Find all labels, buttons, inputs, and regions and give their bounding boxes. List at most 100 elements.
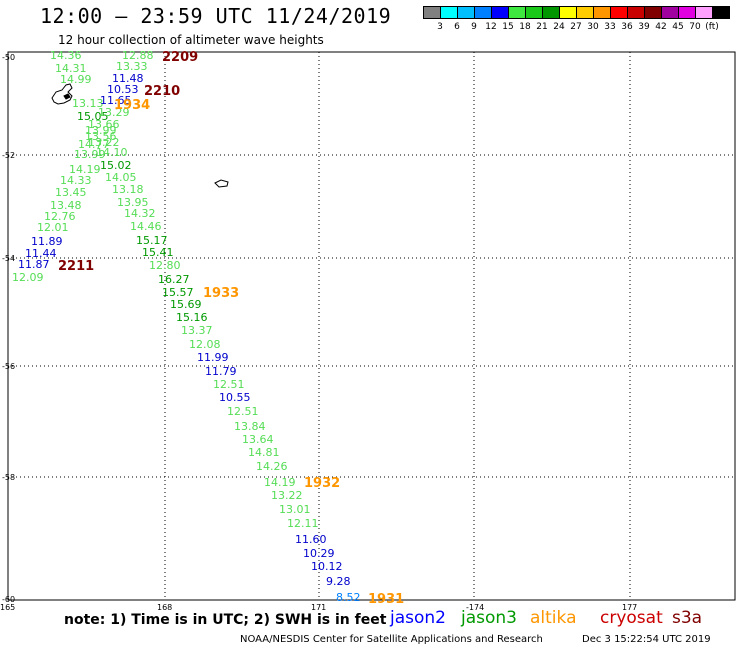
pass-time-label: 2211 <box>58 259 94 274</box>
wave-height-label: 11.44 <box>25 247 57 260</box>
wave-height-label: 12.88 <box>122 49 154 62</box>
colorscale-label: 36 <box>621 22 633 32</box>
wave-height-label: 13.66 <box>88 118 120 131</box>
wave-height-label: 12.09 <box>12 271 44 284</box>
wave-height-label: 14.19 <box>69 163 101 176</box>
wave-height-label: 14.19 <box>264 476 296 489</box>
wave-height-label: 14.31 <box>55 62 87 75</box>
wave-height-label: 14.99 <box>60 73 92 86</box>
colorscale-label: 3 <box>437 22 443 32</box>
colorscale-label: 39 <box>638 22 650 32</box>
latitude-label: -58 <box>2 473 15 482</box>
wave-height-label: 12.01 <box>37 221 69 234</box>
wave-height-label: 14.77 <box>78 138 110 151</box>
colorscale-label: 70 <box>689 22 701 32</box>
wave-height-label: 15.57 <box>162 286 194 299</box>
colorscale-label: 21 <box>536 22 548 32</box>
pass-time-label: 1932 <box>304 476 340 491</box>
wave-height-label: 14.46 <box>130 220 162 233</box>
wave-height-label: 14.10 <box>96 146 128 159</box>
wave-height-label: 14.32 <box>124 207 156 220</box>
colorscale-label: 24 <box>553 22 565 32</box>
wave-height-label: 14.36 <box>50 49 82 62</box>
wave-height-label: 13.84 <box>234 420 266 433</box>
wave-height-label: 12.76 <box>44 210 76 223</box>
latitude-label: -60 <box>2 595 15 604</box>
pass-time-label: 2210 <box>144 84 180 99</box>
wave-height-label: 13.64 <box>242 433 274 446</box>
wave-height-label: 11.87 <box>18 258 50 271</box>
wave-height-label: 11.99 <box>197 351 229 364</box>
wave-height-colorscale: 3 6 9 12 15 18 21 24 27 30 33 36 39 42 45 70 (ft) <box>423 6 730 34</box>
wave-height-label: 14.05 <box>105 171 137 184</box>
wave-height-label: 15.05 <box>77 110 109 123</box>
wave-height-label: 11.60 <box>295 533 327 546</box>
wave-height-label: 13.18 <box>112 183 144 196</box>
wave-height-label: 10.29 <box>303 547 335 560</box>
colorscale-label: 9 <box>471 22 477 32</box>
satellite-legend-item: cryosat <box>600 608 663 628</box>
wave-height-label: 13.99 <box>85 124 117 137</box>
footer-note: note: 1) Time is in UTC; 2) SWH is in fe… <box>64 612 387 628</box>
page-title: 12:00 – 23:59 UTC 11/24/2019 <box>40 4 392 28</box>
wave-height-label: 12.51 <box>227 405 259 418</box>
wave-height-label: 13.33 <box>116 60 148 73</box>
colorscale-label: 33 <box>604 22 616 32</box>
wave-height-label: 11.65 <box>100 94 132 107</box>
wave-height-label: 12.11 <box>287 517 319 530</box>
wave-height-label: 9.28 <box>326 575 351 588</box>
wave-height-label: 10.55 <box>219 391 251 404</box>
credit-line: NOAA/NESDIS Center for Satellite Applica… <box>240 634 543 645</box>
longitude-label: 165 <box>0 603 15 612</box>
wave-height-label: 15.16 <box>176 311 208 324</box>
satellite-legend-item: altika <box>530 608 577 628</box>
wave-height-label: 16.27 <box>158 273 190 286</box>
colorscale-label: 45 <box>672 22 684 32</box>
colorscale-label: 12 <box>485 22 497 32</box>
pass-time-label: 1934 <box>114 98 150 113</box>
auckland-islands-outline <box>51 83 73 105</box>
wave-height-label: 10.53 <box>107 83 139 96</box>
wave-height-label: 15.02 <box>100 159 132 172</box>
latitude-label: -52 <box>2 151 15 160</box>
wave-height-label: 13.01 <box>279 503 311 516</box>
colorscale-label: 6 <box>454 22 460 32</box>
colorscale-swatch <box>712 6 730 19</box>
page-subtitle: 12 hour collection of altimeter wave hei… <box>58 33 324 47</box>
generated-timestamp: Dec 3 15:22:54 UTC 2019 <box>582 634 711 645</box>
wave-height-label: 14.26 <box>256 460 288 473</box>
wave-height-label: 13.45 <box>55 186 87 199</box>
colorscale-label: 30 <box>587 22 599 32</box>
wave-height-label: 10.12 <box>311 560 343 573</box>
wave-height-label: 15.41 <box>142 246 174 259</box>
wave-height-label: 15.17 <box>136 234 168 247</box>
wave-height-label: 11.79 <box>205 365 237 378</box>
longitude-label: 168 <box>157 603 172 612</box>
colorscale-label: 42 <box>655 22 667 32</box>
wave-height-label: 15.69 <box>170 298 202 311</box>
pass-time-label: 1933 <box>203 286 239 301</box>
satellite-legend-item: jason2 <box>390 608 446 628</box>
wave-height-label: 13.95 <box>117 196 149 209</box>
wave-height-label: 14.81 <box>248 446 280 459</box>
wave-height-label: 13.48 <box>50 199 82 212</box>
colorscale-label: 18 <box>519 22 531 32</box>
campbell-island-outline <box>214 179 229 188</box>
wave-height-label: 11.48 <box>112 72 144 85</box>
wave-height-label: 11.89 <box>31 235 63 248</box>
wave-height-label: 13.37 <box>181 324 213 337</box>
wave-height-label: 13.56 <box>85 130 117 143</box>
wave-height-label: 14.33 <box>60 174 92 187</box>
wave-height-label: 12.80 <box>149 259 181 272</box>
auckland-islands-small-outline <box>63 93 71 100</box>
pass-time-label: 2209 <box>162 50 198 65</box>
longitude-label: -174 <box>466 603 484 612</box>
pass-time-label: 1931 <box>368 592 404 607</box>
latitude-label: -54 <box>2 254 15 263</box>
colorscale-label: (ft) <box>705 22 719 32</box>
longitude-label: 177 <box>622 603 637 612</box>
colorscale-label: 27 <box>570 22 582 32</box>
wave-height-label: 8.52 <box>336 591 361 604</box>
colorscale-label: 15 <box>502 22 514 32</box>
